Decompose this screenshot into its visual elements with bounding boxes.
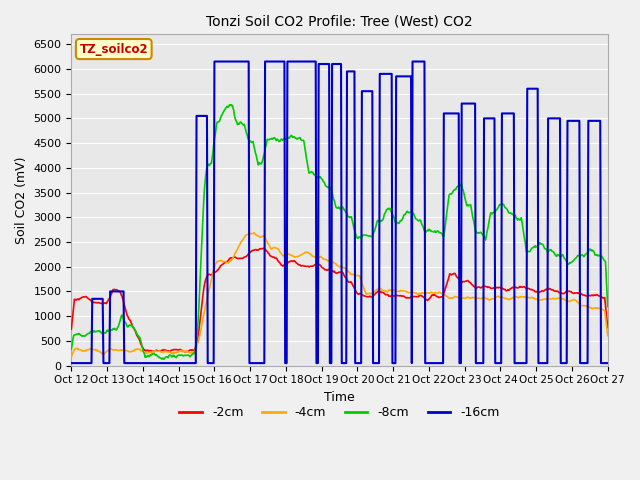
Title: Tonzi Soil CO2 Profile: Tree (West) CO2: Tonzi Soil CO2 Profile: Tree (West) CO2 bbox=[206, 15, 473, 29]
Legend: -2cm, -4cm, -8cm, -16cm: -2cm, -4cm, -8cm, -16cm bbox=[175, 401, 505, 424]
Text: TZ_soilco2: TZ_soilco2 bbox=[79, 43, 148, 56]
Y-axis label: Soil CO2 (mV): Soil CO2 (mV) bbox=[15, 156, 28, 244]
X-axis label: Time: Time bbox=[324, 391, 355, 404]
